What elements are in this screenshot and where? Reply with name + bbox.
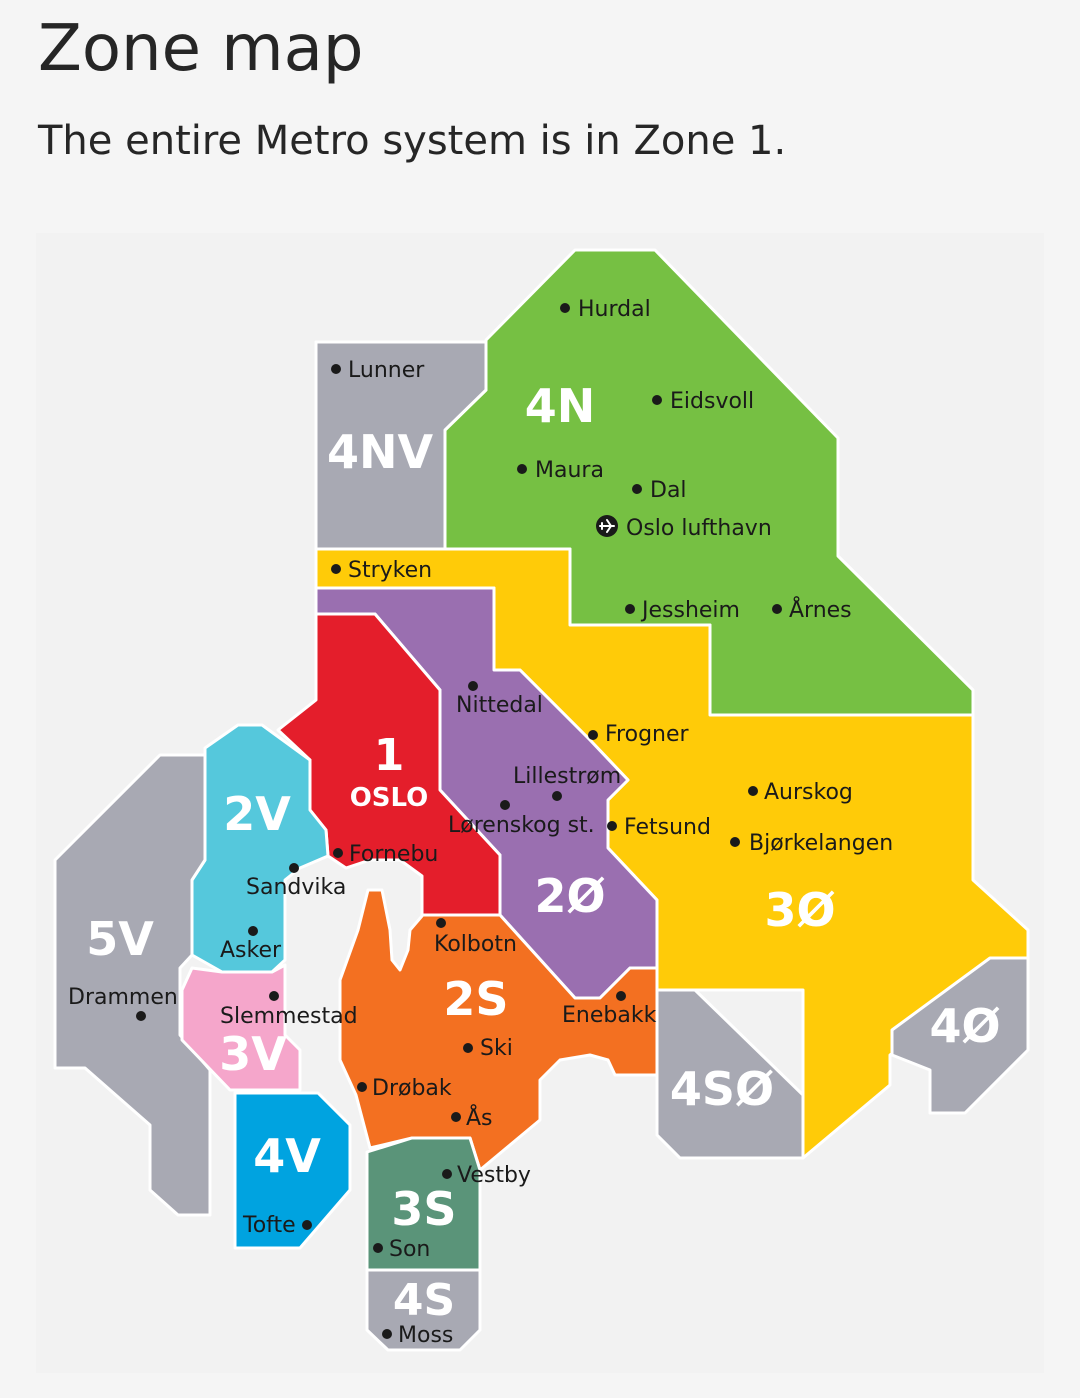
place-hurdal[interactable]: Hurdal xyxy=(560,297,651,322)
svg-text:Årnes: Årnes xyxy=(789,596,852,623)
svg-text:Fetsund: Fetsund xyxy=(624,815,711,840)
svg-text:Maura: Maura xyxy=(535,458,604,483)
place-vestby[interactable]: Vestby xyxy=(442,1163,531,1188)
svg-text:Dal: Dal xyxy=(650,478,687,503)
svg-text:Vestby: Vestby xyxy=(457,1163,531,1188)
place-drammen[interactable]: Drammen xyxy=(68,985,178,1021)
svg-text:Son: Son xyxy=(389,1237,430,1262)
place-stryken[interactable]: Stryken xyxy=(331,558,432,583)
place-fetsund[interactable]: Fetsund xyxy=(607,815,711,840)
zone-label-3o: 3Ø xyxy=(764,883,835,937)
place-dal[interactable]: Dal xyxy=(632,478,687,503)
place-lorenskog[interactable]: Lørenskog st. xyxy=(448,800,595,838)
place-enebakk[interactable]: Enebakk xyxy=(562,991,657,1028)
svg-text:Nittedal: Nittedal xyxy=(456,693,543,718)
place-arnes[interactable]: Årnes xyxy=(772,596,852,623)
zone-4o[interactable] xyxy=(890,956,1030,1115)
svg-text:Stryken: Stryken xyxy=(348,558,432,583)
svg-text:Eidsvoll: Eidsvoll xyxy=(670,389,754,414)
svg-text:Kolbotn: Kolbotn xyxy=(434,932,517,957)
svg-text:Ås: Ås xyxy=(466,1104,493,1131)
place-nittedal[interactable]: Nittedal xyxy=(456,681,543,718)
place-drobak[interactable]: Drøbak xyxy=(357,1076,452,1101)
place-moss[interactable]: Moss xyxy=(382,1323,453,1348)
zone-label-4o: 4Ø xyxy=(929,999,1000,1053)
svg-text:Drøbak: Drøbak xyxy=(372,1076,452,1101)
place-oslo-lufthavn[interactable]: Oslo lufthavn xyxy=(596,515,772,541)
place-fornebu[interactable]: Fornebu xyxy=(333,842,438,867)
svg-text:Tofte: Tofte xyxy=(242,1213,296,1238)
zone-label-3s: 3S xyxy=(391,1182,456,1236)
svg-text:Frogner: Frogner xyxy=(605,722,690,747)
svg-text:Bjørkelangen: Bjørkelangen xyxy=(749,831,893,856)
svg-text:Fornebu: Fornebu xyxy=(349,842,438,867)
svg-text:Moss: Moss xyxy=(398,1323,453,1348)
zone-label-4n: 4N xyxy=(525,379,596,433)
zone-4so[interactable] xyxy=(655,988,805,1160)
place-bjorkelangen[interactable]: Bjørkelangen xyxy=(730,831,893,856)
place-lillestrom[interactable]: Lillestrøm xyxy=(513,764,621,801)
svg-text:Asker: Asker xyxy=(220,938,282,963)
place-maura[interactable]: Maura xyxy=(517,458,604,483)
svg-text:Lillestrøm: Lillestrøm xyxy=(513,764,621,789)
place-son[interactable]: Son xyxy=(373,1237,430,1262)
zone-label-2v: 2V xyxy=(223,787,291,841)
svg-text:Hurdal: Hurdal xyxy=(578,297,651,322)
place-jessheim[interactable]: Jessheim xyxy=(625,598,740,623)
zone-2v[interactable] xyxy=(190,723,330,974)
svg-text:Oslo lufthavn: Oslo lufthavn xyxy=(626,516,772,541)
place-asker[interactable]: Asker xyxy=(220,926,282,963)
zone-label-4so: 4SØ xyxy=(670,1062,774,1116)
place-sandvika[interactable]: Sandvika xyxy=(246,863,346,900)
place-kolbotn[interactable]: Kolbotn xyxy=(434,918,517,957)
airplane-icon xyxy=(596,515,618,537)
zone-label-4s: 4S xyxy=(393,1275,455,1326)
svg-text:Sandvika: Sandvika xyxy=(246,875,346,900)
place-slemmestad[interactable]: Slemmestad xyxy=(220,991,358,1029)
zone-label-5v: 5V xyxy=(86,912,154,966)
svg-text:Aurskog: Aurskog xyxy=(764,780,853,805)
page-title: Zone map xyxy=(38,12,364,86)
place-frogner[interactable]: Frogner xyxy=(588,722,690,747)
svg-text:Lørenskog st.: Lørenskog st. xyxy=(448,813,595,838)
zone-label-1: 1 xyxy=(374,730,405,781)
svg-text:Jessheim: Jessheim xyxy=(640,598,740,623)
zone-label-4v: 4V xyxy=(253,1129,321,1183)
page-subtitle: The entire Metro system is in Zone 1. xyxy=(38,118,787,164)
zone-label-2o: 2Ø xyxy=(534,869,605,923)
place-tofte[interactable]: Tofte xyxy=(242,1213,312,1238)
zone-4v[interactable] xyxy=(233,1091,352,1250)
zone-4s[interactable] xyxy=(365,1268,482,1352)
place-ski[interactable]: Ski xyxy=(463,1036,513,1061)
zone-label-4nv: 4NV xyxy=(327,425,434,479)
svg-text:Drammen: Drammen xyxy=(68,985,178,1010)
svg-text:Lunner: Lunner xyxy=(348,358,425,383)
place-aurskog[interactable]: Aurskog xyxy=(748,780,853,805)
svg-text:Ski: Ski xyxy=(480,1036,513,1061)
zone-label-3v: 3V xyxy=(219,1027,287,1081)
zone-5v[interactable] xyxy=(53,753,212,1217)
svg-text:Enebakk: Enebakk xyxy=(562,1003,657,1028)
zone-label-oslo: OSLO xyxy=(350,783,429,813)
place-eidsvoll[interactable]: Eidsvoll xyxy=(652,389,754,414)
place-lunner[interactable]: Lunner xyxy=(331,358,425,383)
place-as[interactable]: Ås xyxy=(451,1104,493,1131)
svg-text:Slemmestad: Slemmestad xyxy=(220,1004,358,1029)
zone-label-2s: 2S xyxy=(443,972,508,1026)
